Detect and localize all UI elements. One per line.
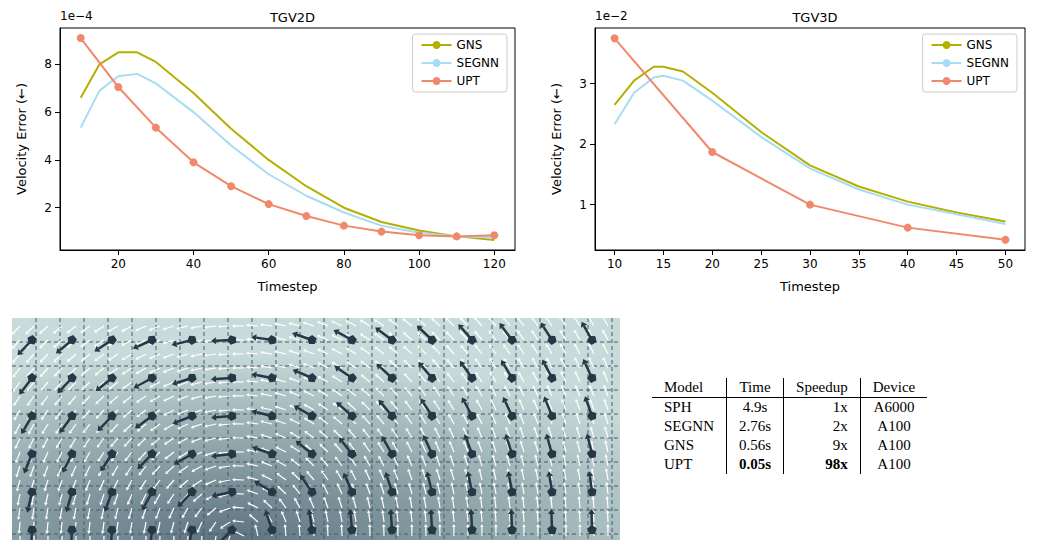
html-text:98x: 98x [825, 456, 848, 472]
html-text:4.9s: 4.9s [742, 399, 768, 415]
html-text:Device: Device [872, 379, 916, 395]
html-text:SPH: SPH [664, 399, 692, 415]
html-text:Model: Model [664, 379, 704, 395]
svg-text:25: 25 [753, 257, 768, 271]
html-text:A100: A100 [877, 437, 911, 453]
svg-text:Velocity Error (←): Velocity Error (←) [14, 83, 29, 195]
svg-text:2: 2 [44, 201, 52, 215]
svg-text:80: 80 [336, 257, 351, 271]
svg-text:40: 40 [900, 257, 915, 271]
svg-text:120: 120 [483, 257, 506, 271]
svg-text:SEGNN: SEGNN [457, 56, 499, 70]
svg-text:UPT: UPT [457, 74, 481, 88]
svg-text:3: 3 [579, 77, 587, 91]
svg-text:20: 20 [705, 257, 720, 271]
svg-text:20: 20 [111, 257, 126, 271]
svg-text:30: 30 [802, 257, 817, 271]
svg-text:GNS: GNS [457, 38, 483, 52]
svg-text:8: 8 [44, 57, 52, 71]
html-text:A100: A100 [877, 456, 911, 472]
svg-text:Timestep: Timestep [257, 279, 318, 294]
html-text:GNS: GNS [664, 437, 694, 453]
svg-text:1e−2: 1e−2 [595, 9, 628, 23]
svg-text:1: 1 [579, 198, 587, 212]
html-text:UPT: UPT [664, 456, 693, 472]
html-text:2x: 2x [832, 418, 848, 434]
svg-text:6: 6 [44, 105, 52, 119]
html-text:0.56s: 0.56s [739, 437, 772, 453]
svg-text:TGV3D: TGV3D [791, 10, 837, 25]
html-text:Speedup: Speedup [796, 379, 848, 395]
svg-text:TGV2D: TGV2D [269, 10, 315, 25]
svg-text:UPT: UPT [967, 74, 991, 88]
svg-text:SEGNN: SEGNN [967, 56, 1009, 70]
svg-text:Timestep: Timestep [779, 279, 840, 294]
svg-text:35: 35 [851, 257, 866, 271]
svg-text:45: 45 [949, 257, 964, 271]
svg-text:100: 100 [408, 257, 431, 271]
html-text:1x: 1x [832, 399, 848, 415]
svg-text:4: 4 [44, 153, 52, 167]
html-text:2.76s: 2.76s [739, 418, 772, 434]
html-text:9x: 9x [832, 437, 848, 453]
svg-text:Velocity Error (←): Velocity Error (←) [549, 83, 564, 195]
html-text:0.05s: 0.05s [739, 456, 772, 472]
svg-text:40: 40 [186, 257, 201, 271]
svg-text:GNS: GNS [967, 38, 993, 52]
html-text:Time: Time [739, 379, 771, 395]
svg-text:2: 2 [579, 137, 587, 151]
svg-text:60: 60 [261, 257, 276, 271]
svg-text:50: 50 [998, 257, 1013, 271]
html-text:A100: A100 [877, 418, 911, 434]
svg-text:15: 15 [656, 257, 671, 271]
html-text:A6000: A6000 [873, 399, 915, 415]
svg-text:1e−4: 1e−4 [60, 9, 93, 23]
svg-text:10: 10 [607, 257, 622, 271]
html-text:SEGNN: SEGNN [664, 418, 714, 434]
